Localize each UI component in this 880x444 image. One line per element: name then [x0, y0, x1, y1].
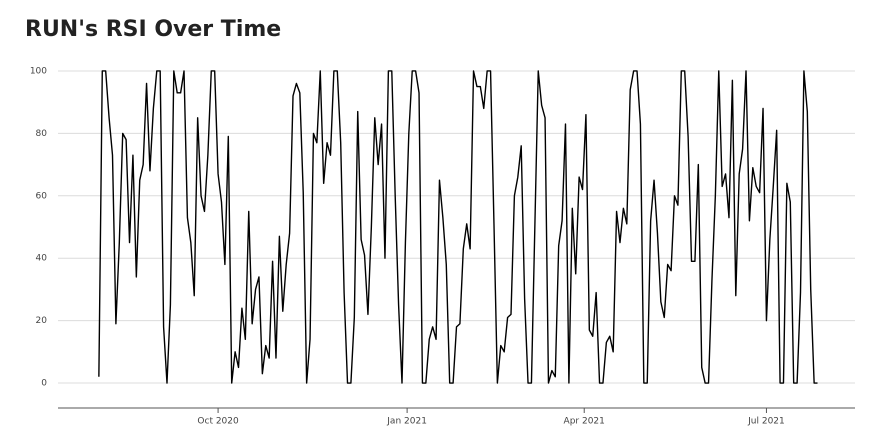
y-tick-label: 20 [36, 316, 48, 326]
y-tick-label: 0 [41, 379, 47, 389]
x-tick-label: Jan 2021 [386, 417, 427, 427]
y-tick-label: 80 [36, 129, 48, 139]
x-tick-label: Jul 2021 [747, 417, 785, 427]
chart-title: RUN's RSI Over Time [25, 17, 281, 42]
y-tick-label: 60 [36, 191, 48, 201]
x-tick-label: Apr 2021 [564, 417, 605, 427]
x-tick-label: Oct 2020 [197, 417, 239, 427]
y-tick-label: 40 [36, 254, 48, 264]
rsi-line [98, 70, 818, 384]
y-tick-label: 100 [30, 66, 47, 76]
